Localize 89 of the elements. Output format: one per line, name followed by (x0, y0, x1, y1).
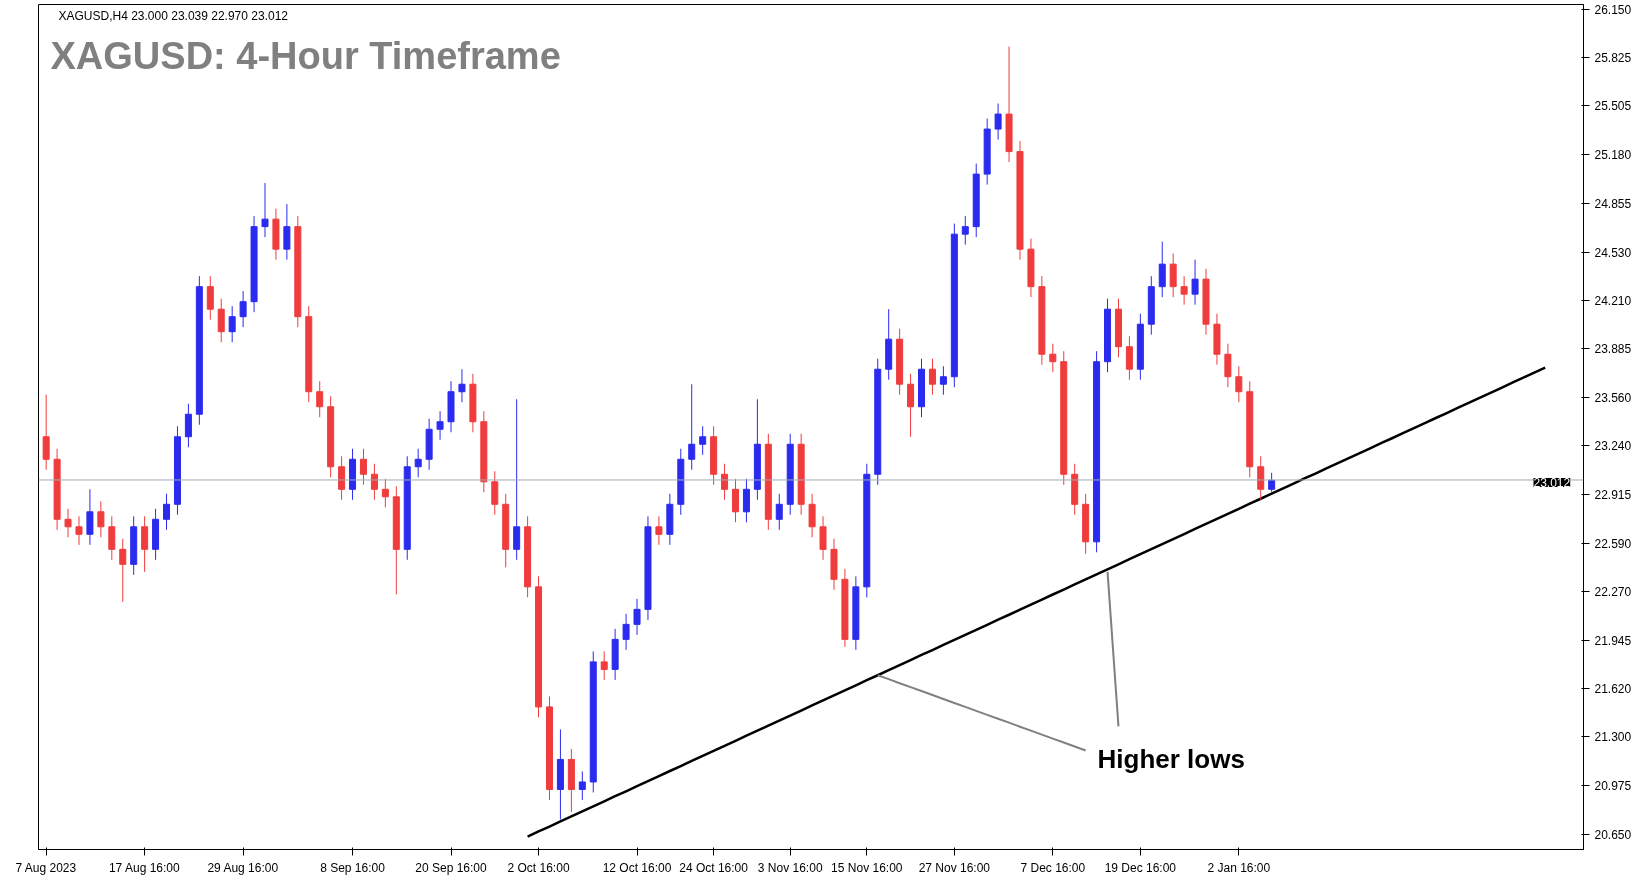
candlestick (119, 538, 127, 603)
candlestick (108, 515, 116, 561)
y-tick-label: 20.650 (1594, 827, 1632, 842)
candlestick (141, 515, 149, 573)
candlestick (688, 383, 696, 471)
candlestick (228, 305, 236, 343)
candlestick (491, 470, 499, 516)
y-tick-label: 26.150 (1594, 2, 1632, 17)
candlestick (742, 478, 750, 523)
candlestick (939, 365, 947, 396)
candlestick (699, 425, 707, 456)
candlestick (513, 398, 521, 561)
candlestick (928, 358, 936, 396)
annotation: XAGUSD,H4 23.000 23.039 22.970 23.012 (58, 8, 289, 23)
candlestick (316, 380, 324, 418)
y-tick-label: 22.590 (1594, 536, 1632, 551)
candlestick (1169, 253, 1177, 298)
candlestick (283, 203, 291, 261)
y-tick-label: 25.180 (1594, 148, 1632, 163)
x-tick-label: 24 Oct 16:00 (679, 860, 749, 875)
candlestick (184, 403, 192, 448)
y-tick-label: 22.915 (1594, 488, 1632, 503)
candlestick (731, 478, 740, 523)
candlestick (622, 613, 630, 651)
x-tick-label: 3 Nov 16:00 (757, 860, 823, 875)
x-tick-label: 2 Oct 16:00 (507, 860, 570, 875)
y-tick-label: 22.270 (1594, 584, 1632, 599)
candlestick (1257, 455, 1265, 501)
candlestick (808, 493, 816, 538)
candlestick (1158, 241, 1166, 298)
candlestick (381, 478, 389, 508)
candlestick (239, 290, 247, 328)
candlestick (1049, 343, 1057, 373)
x-tick-label: 15 Nov 16:00 (831, 860, 903, 875)
y-tick-label: 25.505 (1594, 99, 1632, 114)
candlestick (819, 515, 827, 561)
candlestick (261, 182, 269, 238)
y-tick-label: 21.620 (1594, 682, 1632, 697)
y-tick-label: 21.300 (1594, 730, 1632, 745)
candlestick (359, 448, 367, 486)
x-tick-label: 20 Sep 16:00 (415, 860, 488, 875)
y-tick-label: 23.560 (1594, 391, 1632, 406)
candlestick (600, 650, 608, 681)
x-tick-label: 19 Dec 16:00 (1104, 860, 1177, 875)
candlestick (1235, 365, 1243, 403)
candlestick (1125, 335, 1133, 381)
x-tick-label: 27 Nov 16:00 (918, 860, 991, 875)
candlestick (42, 394, 50, 471)
candlestick (907, 373, 915, 438)
y-tick-label: 24.855 (1594, 196, 1632, 211)
candlestick (458, 368, 466, 403)
candlestick (633, 598, 641, 636)
candlestick (1191, 259, 1199, 306)
x-tick-label: 7 Aug 2023 (15, 860, 77, 875)
line-series (876, 674, 1087, 752)
candlestick (97, 500, 105, 538)
y-tick-label: 24.530 (1594, 245, 1632, 260)
candlestick (578, 770, 586, 801)
candlestick (414, 448, 422, 478)
candlestick (1268, 472, 1276, 493)
candlestick (75, 515, 83, 546)
x-tick-label: 17 Aug 16:00 (108, 860, 180, 875)
candlestick (1224, 343, 1232, 388)
x-tick-label: 2 Jan 16:00 (1207, 860, 1271, 875)
y-tick-label: 21.945 (1594, 633, 1632, 648)
candlestick (86, 488, 94, 546)
candlestick (217, 298, 225, 343)
candlestick (1180, 275, 1188, 306)
candlestick (206, 275, 214, 321)
x-tick-label: 12 Oct 16:00 (602, 860, 672, 875)
y-tick-label: 23.885 (1594, 342, 1632, 357)
x-tick-label: 29 Aug 16:00 (207, 860, 279, 875)
y-tick-label: 23.240 (1594, 439, 1632, 454)
x-tick-label: 8 Sep 16:00 (320, 860, 386, 875)
candlestick (994, 103, 1002, 141)
y-tick-label: 25.825 (1594, 51, 1632, 66)
candlestick (655, 515, 663, 546)
candlestick (338, 455, 346, 501)
candlestick (436, 410, 444, 441)
candlestick (775, 493, 783, 531)
candlestick (64, 508, 72, 538)
candlestick (961, 215, 969, 246)
text: XAGUSD: 4-Hour Timeframe (50, 34, 561, 77)
annotation: Higher lows (1097, 743, 1245, 774)
candlestick (163, 493, 171, 531)
y-tick-label: 24.210 (1594, 293, 1632, 308)
y-tick-label: 20.975 (1594, 779, 1632, 794)
x-tick-label: 7 Dec 16:00 (1020, 860, 1086, 875)
ref-line-label: 23.012 (1533, 475, 1571, 490)
